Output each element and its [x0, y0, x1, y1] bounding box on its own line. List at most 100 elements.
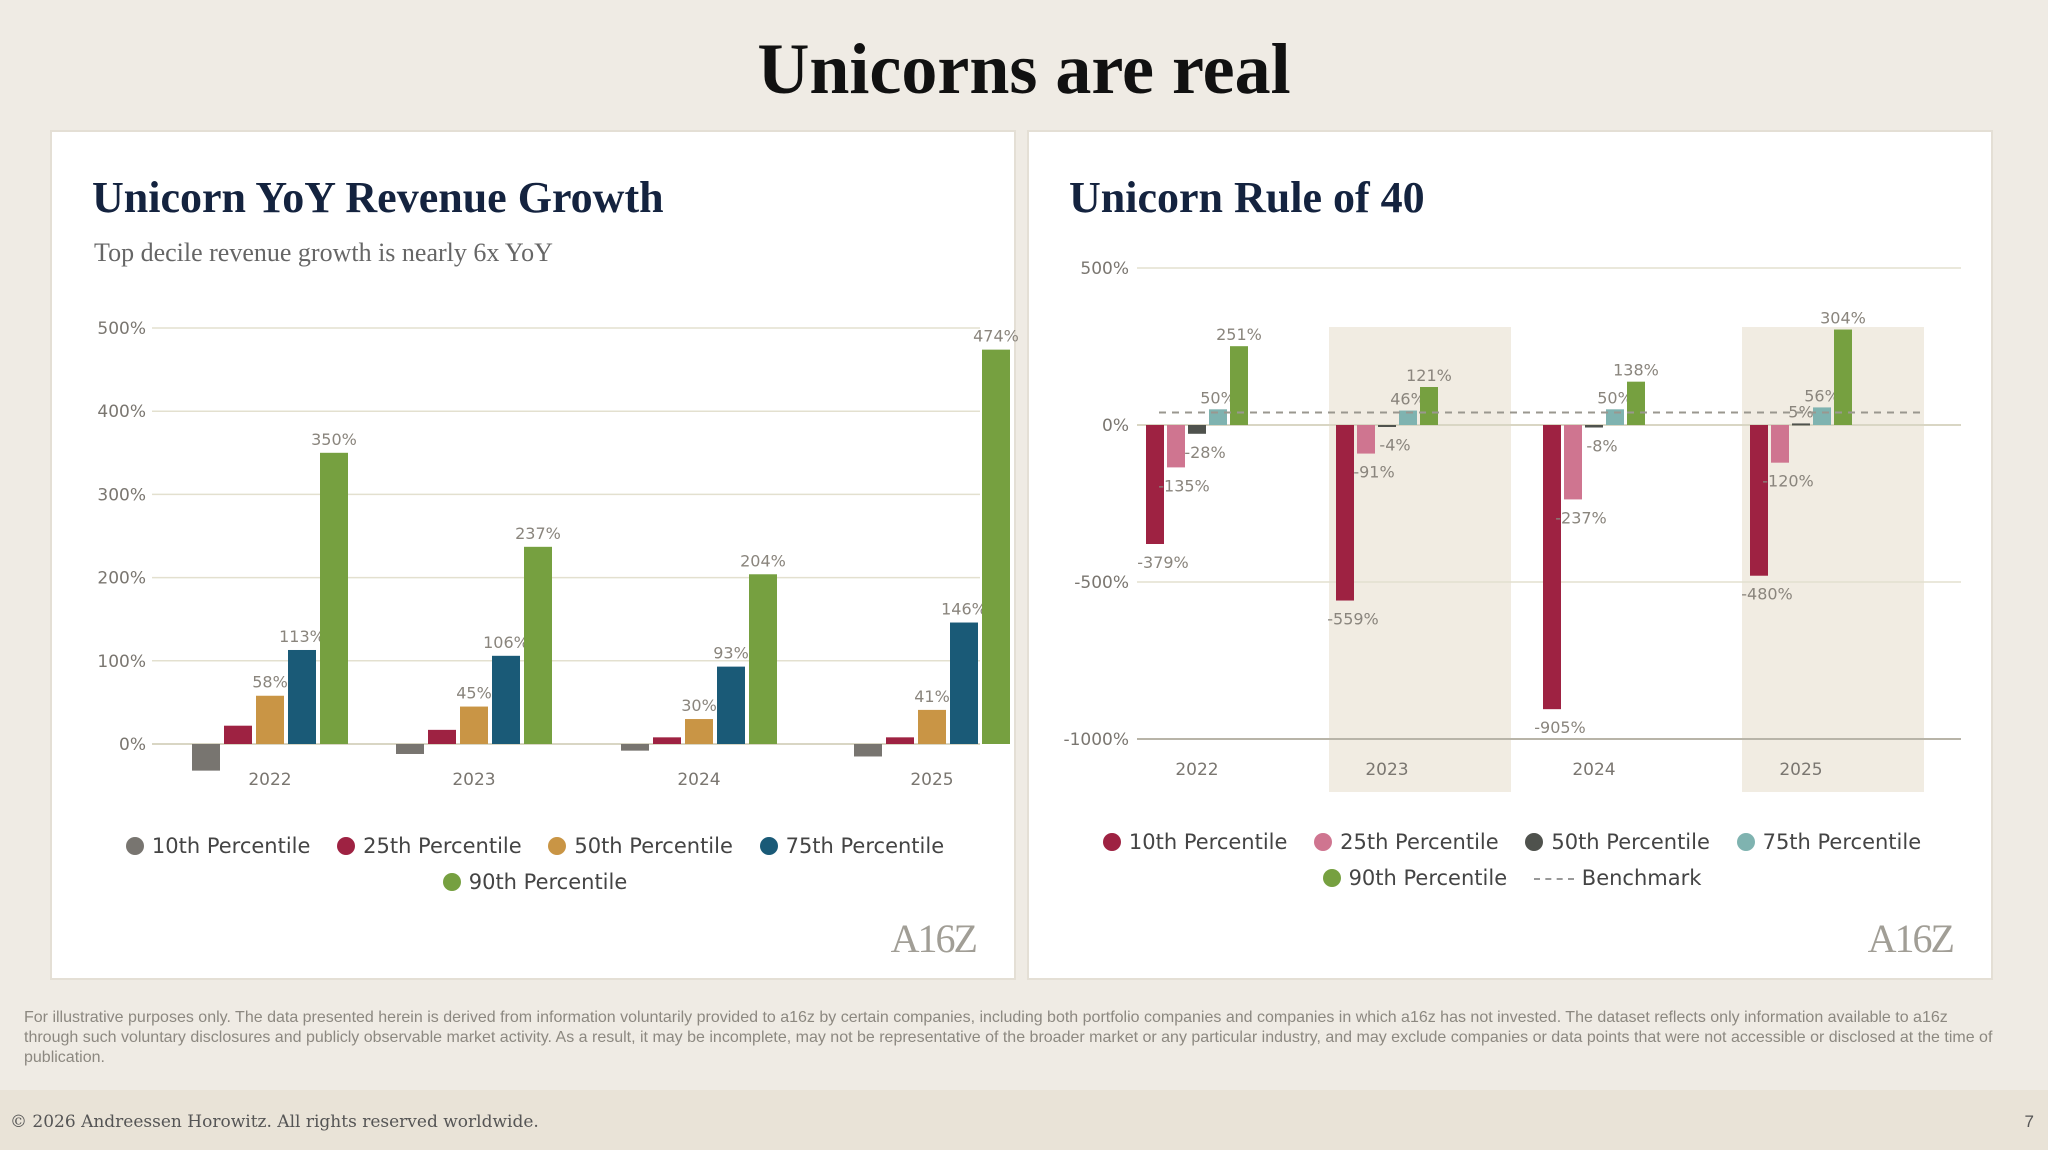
revenue-growth-chart: 0% 100% 200% 300% 400% 500% 58% 113% 350% 2022 45%…: [97, 319, 1018, 790]
legend-item-50th[interactable]: 50th Percentile: [1525, 824, 1710, 860]
y-tick-label: 0%: [1102, 416, 1129, 436]
bar-2024-10th: [621, 744, 649, 751]
y-tick-label: 200%: [97, 569, 146, 589]
revenue-growth-panel: Unicorn YoY Revenue Growth Top decile re…: [50, 130, 1018, 980]
x-tick-label: 2025: [1779, 760, 1822, 780]
bar-2022-10th: [192, 744, 220, 771]
bar-2022-25th: [1167, 425, 1185, 468]
legend-item-50th[interactable]: 50th Percentile: [548, 828, 733, 864]
page-number: 7: [2024, 1112, 2034, 1131]
legend-swatch: [759, 837, 778, 855]
data-label: 30%: [681, 696, 717, 715]
bar-2023-75th: [492, 655, 520, 744]
bar-2025-90th: [982, 349, 1010, 744]
bar-2022-90th: [320, 452, 348, 744]
x-tick-label: 2024: [677, 770, 720, 790]
legend-item-25th[interactable]: 25th Percentile: [1314, 824, 1499, 860]
bar-2022-10th: [1146, 425, 1164, 545]
bar-2025-10th: [854, 744, 882, 757]
x-tick-label: 2022: [1175, 760, 1218, 780]
x-tick-label: 2023: [1365, 760, 1408, 780]
data-label: 146%: [941, 600, 987, 619]
bar-2024-90th: [749, 574, 777, 744]
data-label: -905%: [1534, 718, 1586, 737]
a16z-logo: A16Z: [1867, 916, 1955, 961]
data-label: 93%: [713, 644, 749, 663]
bar-2023-25th: [428, 729, 456, 744]
data-label: -135%: [1158, 476, 1210, 495]
bar-2023-10th: [1336, 425, 1354, 601]
chart-subtitle: Top decile revenue growth is nearly 6x Y…: [94, 238, 553, 267]
legend-item-75th[interactable]: 75th Percentile: [1736, 824, 1921, 860]
data-label: -237%: [1555, 508, 1607, 527]
data-label: -28%: [1184, 443, 1225, 462]
rule-of-40-panel: Unicorn Rule of 40 -1000% -500% 0% 500% -379…: [1027, 130, 1993, 980]
data-label: 50%: [1597, 388, 1633, 407]
legend-dash: [1533, 878, 1574, 880]
legend-swatch: [548, 837, 567, 855]
data-label: 350%: [311, 430, 357, 449]
y-tick-label: -1000%: [1063, 730, 1129, 750]
chart-legend: 10th Percentile 25th Percentile 50th Per…: [1029, 824, 1995, 896]
y-tick-label: 500%: [97, 319, 146, 339]
x-tick-label: 2023: [452, 770, 495, 790]
legend-item-25th[interactable]: 25th Percentile: [337, 828, 522, 864]
y-tick-label: -500%: [1074, 573, 1129, 593]
data-label: 304%: [1820, 309, 1866, 328]
bar-2025-25th: [1771, 425, 1789, 463]
data-label: -480%: [1741, 585, 1793, 604]
bar-2025-75th: [950, 622, 978, 744]
data-label: 41%: [914, 687, 950, 706]
x-tick-label: 2024: [1572, 760, 1615, 780]
bar-2023-25th: [1357, 425, 1375, 454]
y-tick-label: 500%: [1080, 259, 1129, 279]
bar-2024-50th: [685, 719, 713, 744]
bar-2025-10th: [1750, 425, 1768, 576]
bar-2023-10th: [396, 744, 424, 754]
legend-item-10th[interactable]: 10th Percentile: [1102, 824, 1287, 860]
data-label: 46%: [1390, 390, 1426, 409]
bar-2022-50th: [256, 695, 284, 744]
data-label: -8%: [1586, 437, 1617, 456]
data-label: 113%: [279, 627, 325, 646]
bar-2023-50th: [460, 706, 488, 744]
data-label: -559%: [1327, 610, 1379, 629]
data-label: 474%: [973, 327, 1018, 346]
bar-2023-50th: [1378, 425, 1396, 427]
bar-2022-90th: [1230, 346, 1248, 425]
data-label: 138%: [1613, 361, 1659, 380]
disclaimer: For illustrative purposes only. The data…: [24, 1009, 1993, 1066]
chart-title: Unicorn Rule of 40: [1069, 173, 1425, 222]
bar-2025-75th: [1813, 407, 1831, 425]
bar-2023-90th: [1420, 387, 1438, 425]
legend-swatch: [1736, 833, 1755, 851]
bar-2025-25th: [886, 737, 914, 744]
bar-2024-90th: [1627, 381, 1645, 425]
data-label: 56%: [1804, 386, 1840, 405]
bar-2025-50th: [918, 709, 946, 744]
copyright: © 2026 Andreessen Horowitz. All rights r…: [10, 1112, 539, 1132]
data-label: 251%: [1216, 325, 1262, 344]
a16z-logo: A16Z: [890, 916, 978, 961]
y-tick-label: 300%: [97, 485, 146, 505]
data-label: 237%: [515, 524, 561, 543]
legend-item-90th[interactable]: 90th Percentile: [1322, 860, 1507, 896]
bar-2022-75th: [288, 649, 316, 744]
legend-item-90th[interactable]: 90th Percentile: [442, 864, 627, 900]
data-label: 45%: [456, 684, 492, 703]
legend-item-benchmark[interactable]: Benchmark: [1533, 860, 1701, 896]
bar-2024-25th: [653, 737, 681, 744]
bar-2022-25th: [224, 725, 252, 744]
data-label: 121%: [1406, 366, 1452, 385]
bar-2023-75th: [1399, 410, 1417, 425]
legend-swatch: [1314, 833, 1333, 851]
chart-title: Unicorn YoY Revenue Growth: [92, 173, 664, 222]
legend-item-75th[interactable]: 75th Percentile: [759, 828, 944, 864]
legend-swatch: [1525, 833, 1544, 851]
bar-2024-50th: [1585, 425, 1603, 428]
y-tick-label: 0%: [119, 735, 146, 755]
data-label: -91%: [1353, 463, 1394, 482]
data-label: -4%: [1379, 435, 1410, 454]
bar-2025-50th: [1792, 423, 1810, 426]
legend-item-10th[interactable]: 10th Percentile: [125, 828, 310, 864]
